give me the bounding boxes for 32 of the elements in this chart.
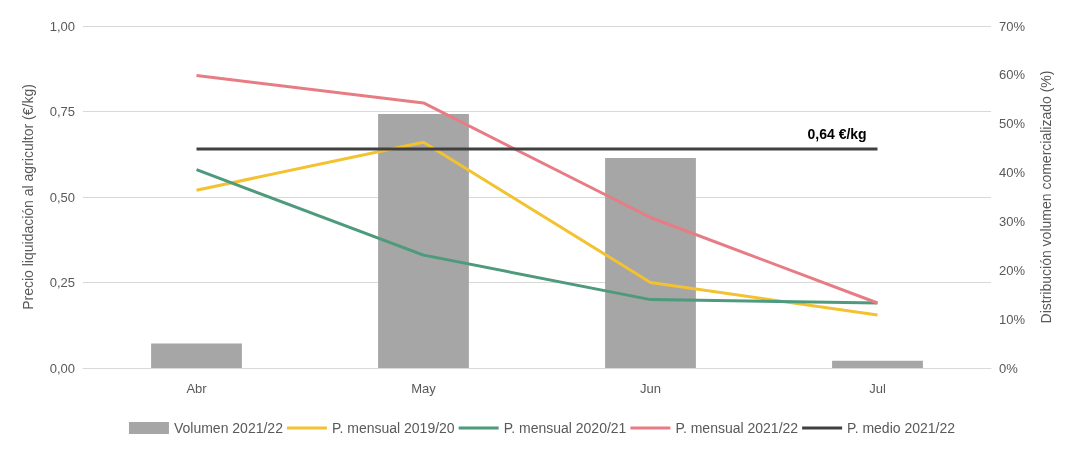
bar	[378, 113, 469, 368]
y2-tick-label: 30%	[999, 213, 1026, 229]
y2-axis-title: Distribución volumen comercializado (%)	[1038, 70, 1054, 324]
x-tick-label: May	[411, 381, 437, 396]
legend-label: P. medio 2021/22	[847, 420, 956, 436]
y-tick-label: 0,75	[49, 104, 75, 119]
y2-tick-label: 60%	[999, 67, 1026, 83]
x-tick-label: Jul	[869, 381, 886, 396]
legend-label: P. mensual 2019/20	[331, 420, 455, 436]
legend-label: Volumen 2021/22	[173, 420, 284, 436]
bar	[605, 157, 696, 368]
line-series	[195, 168, 879, 305]
data-label: 0,64 €/kg	[807, 126, 867, 143]
line-series	[195, 140, 879, 317]
y2-tick-label: 40%	[999, 165, 1026, 181]
legend-label: P. mensual 2021/22	[675, 420, 799, 436]
y2-tick-label: 70%	[999, 18, 1026, 34]
y-tick-label: 0,00	[49, 360, 75, 376]
y-axis-title: Precio liquidación al agricultor (€/kg)	[20, 84, 36, 310]
y2-tick-label: 0%	[999, 360, 1019, 376]
y-tick-label: 0,25	[49, 275, 75, 290]
y2-tick-label: 10%	[999, 311, 1026, 327]
x-tick-label: Jun	[640, 381, 661, 396]
bar	[151, 343, 242, 368]
y-tick-label: 0,50	[49, 189, 75, 205]
y2-tick-label: 20%	[999, 262, 1026, 278]
bar	[832, 360, 923, 368]
y2-tick-label: 50%	[999, 116, 1026, 132]
line-series	[195, 74, 879, 305]
y-tick-label: 1,00	[49, 18, 75, 34]
x-tick-label: Abr	[186, 381, 208, 396]
legend-label: P. mensual 2020/21	[503, 420, 627, 436]
